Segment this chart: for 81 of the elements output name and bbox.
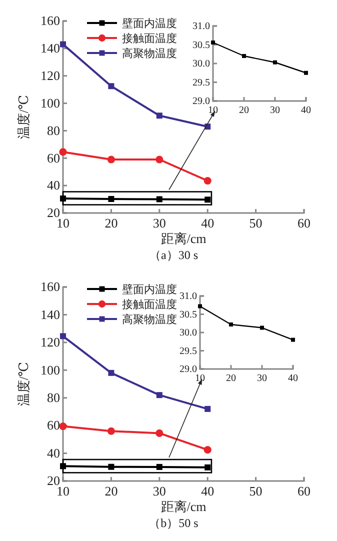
x-tick-label: 50 [249,216,262,231]
x-tick-label: 60 [298,216,310,231]
y-tick-label: 100 [40,362,60,378]
x-tick-label: 40 [301,105,311,116]
point [108,370,114,376]
y-tick-label: 30.0 [192,58,210,70]
x-tick-label: 20 [226,373,236,384]
point [108,83,114,90]
point [156,156,164,164]
y-tick-label: 80 [47,122,60,138]
x-tick-label: 30 [152,484,166,499]
point [156,429,164,437]
point [156,196,162,202]
x-tick-label: 40 [288,373,298,384]
y-tick-label: 31.0 [180,291,197,302]
legend-label: 高聚物温度 [122,47,177,60]
point [242,54,246,58]
legend-label: 高聚物温度 [122,313,177,326]
y-tick-label: 30.0 [180,328,197,339]
y-tick-label: 30.5 [192,40,210,51]
x-tick-label: 10 [195,373,205,384]
x-tick-label: 20 [104,484,118,499]
point [291,338,295,342]
point [156,392,162,398]
point [156,464,162,470]
y-tick-label: 160 [40,13,60,28]
point [260,326,264,330]
y-tick-label: 29.5 [180,346,197,357]
point [204,196,211,203]
y-tick-label: 160 [40,279,60,294]
text: （a）30 s [149,248,198,262]
point [273,60,277,64]
y-tick-label: 40 [47,445,60,460]
point [198,304,202,308]
point [204,464,211,470]
y-tick-label: 80 [47,390,60,406]
y-axis-title: 温度/℃ [16,94,31,140]
point [204,176,212,185]
point [304,70,308,75]
y-tick-label: 120 [40,334,60,350]
y-tick-label: 100 [40,95,60,110]
point [204,446,212,454]
x-tick-label: 10 [208,105,218,116]
point [60,333,66,340]
x-tick-label: 60 [298,484,310,499]
point [59,148,67,156]
y-tick-label: 60 [47,150,60,166]
y-tick-label: 29.5 [192,77,210,88]
y-axis-title: 温度/℃ [16,362,31,406]
point [107,427,115,435]
point [60,41,66,48]
point [108,196,114,202]
x-tick-label: 50 [249,484,262,499]
point [108,464,114,470]
point [156,112,162,119]
point [107,156,115,164]
legend-label: 接触面温度 [122,32,177,45]
point [204,406,211,412]
x-axis-title: 距离/cm [160,499,206,514]
x-tick-label: 20 [104,216,118,231]
x-tick-label: 30 [270,105,280,116]
x-axis-title: 距离/cm [160,231,206,246]
y-tick-label: 29.0 [192,96,210,108]
x-tick-label: 30 [257,373,267,384]
y-tick-label: 29.0 [180,364,197,376]
legend-label: 壁面内温度 [122,17,177,30]
y-tick-label: 120 [40,68,60,84]
y-tick-label: 30.5 [180,309,197,320]
legend-label: 壁面内温度 [122,283,177,296]
point [211,40,215,44]
text: （b）50 s [148,516,199,530]
y-tick-label: 31.0 [192,21,210,32]
y-tick-label: 140 [40,306,60,322]
y-tick-label: 60 [47,418,60,433]
x-tick-label: 20 [239,105,249,116]
x-tick-label: 30 [152,216,166,231]
legend-label: 接触面温度 [122,298,177,311]
point [59,422,67,430]
y-tick-label: 40 [47,178,60,193]
y-tick-label: 140 [40,40,60,56]
point [229,322,233,326]
